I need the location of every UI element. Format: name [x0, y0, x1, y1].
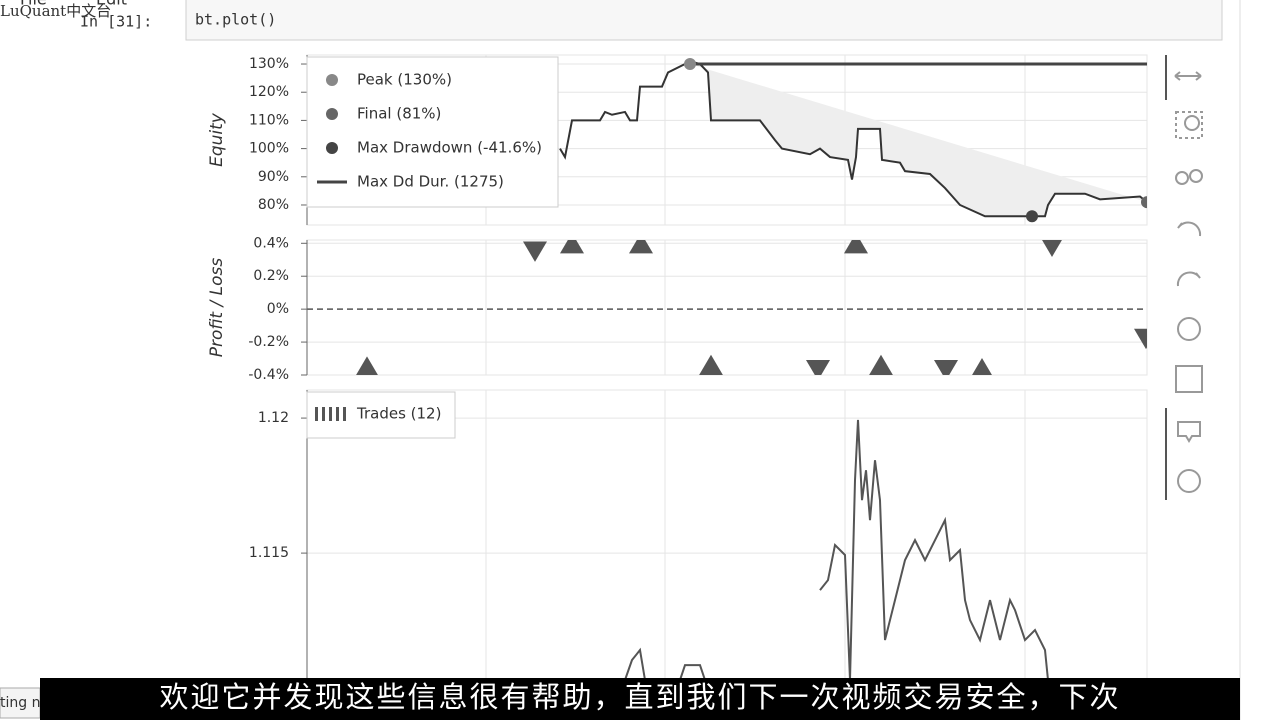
y-tick-label: 100% [249, 141, 289, 157]
charts: 80% 90% 100% 110% 120% 130% Equity Peak (130%) F… [207, 54, 1148, 701]
marker-point [1141, 196, 1147, 209]
menu-item[interactable]: File [20, 0, 47, 9]
trade-marker [1042, 240, 1062, 257]
legend-label: Final (81%) [357, 105, 441, 123]
marker-point [684, 58, 696, 71]
plot-area [306, 239, 1148, 376]
pan-tool[interactable] [1174, 71, 1202, 81]
save-tool[interactable] [1175, 365, 1203, 393]
legend-box [306, 56, 559, 208]
trade-marker [869, 354, 893, 375]
y-axis-label: Equity [207, 112, 227, 167]
series-line [624, 419, 1049, 681]
plot-body [559, 58, 1147, 223]
side-tab [0, 687, 41, 719]
undo-tool[interactable] [1177, 221, 1202, 237]
y-tick-label: 0% [267, 301, 289, 317]
legend-label: Max Drawdown (-41.6%) [357, 139, 542, 157]
trade-marker [523, 241, 547, 262]
side-text: ting n [0, 695, 40, 711]
y-tick-label: -0.2% [248, 334, 289, 350]
y-tick-label: 120% [249, 84, 289, 100]
legend-label: Peak (130%) [357, 71, 452, 89]
trade-marker [806, 360, 830, 375]
y-tick-label: 80% [258, 197, 289, 213]
y-tick-label: 110% [249, 112, 289, 128]
trade-marker [934, 360, 958, 375]
legend-swatch [326, 142, 338, 154]
menu-item[interactable]: Edit [96, 0, 127, 9]
watermark: LuQuant中文台 [0, 2, 111, 20]
y-tick-label: 1.115 [249, 545, 289, 561]
trade-marker [844, 240, 868, 254]
y-tick-label: -0.4% [248, 367, 289, 383]
trade-marker [629, 240, 653, 254]
box-zoom-tool[interactable] [1175, 111, 1203, 139]
legend: Peak (130%) Final (81%) Max Drawdown (-41.… [306, 56, 559, 208]
legend-swatch [326, 108, 338, 120]
legend-label: Max Dd Dur. (1275) [357, 173, 504, 191]
trade-marker [699, 354, 723, 375]
plot-area [306, 389, 1148, 701]
reset-tool[interactable] [1177, 317, 1201, 341]
subtitle: 欢迎它并发现这些信息很有帮助，直到我们下一次视频交易安全，下次 [159, 680, 1120, 714]
legend-label: Trades (12) [356, 405, 441, 423]
toolbar [1165, 55, 1203, 500]
y-tick-label: 1.12 [258, 410, 289, 426]
panel: 1.115 1.12 Trades (12) [249, 389, 1148, 701]
cell-prompt: In [31]: [80, 13, 152, 31]
plot-body [624, 419, 1049, 681]
trade-marker [356, 356, 378, 375]
marker-point [1026, 210, 1038, 223]
panel: 80% 90% 100% 110% 120% 130% Equity Peak (130%) F… [207, 54, 1148, 226]
wheel-zoom-tool[interactable] [1175, 171, 1189, 185]
y-tick-label: 90% [258, 169, 289, 185]
hover-tool[interactable] [1177, 421, 1201, 443]
cell-code[interactable]: bt.plot() [195, 11, 276, 29]
trade-marker [1134, 328, 1147, 350]
plot-body [356, 240, 1147, 375]
subtitle-bar [40, 678, 1240, 720]
wheel-zoom-lens [1189, 169, 1203, 183]
y-tick-label: 0.2% [253, 268, 289, 284]
trade-marker [560, 240, 584, 254]
legend: Trades (12) [306, 391, 456, 439]
y-axis-label: Profit / Loss [207, 258, 227, 358]
y-tick-label: 130% [249, 56, 289, 72]
redo-tool[interactable] [1176, 271, 1201, 287]
crosshair-tool[interactable] [1177, 469, 1201, 493]
series-line [559, 60, 1147, 218]
cell-input[interactable] [185, 0, 1223, 41]
box-zoom-lens [1184, 115, 1200, 131]
drawdown-area [690, 61, 1147, 217]
trade-marker [972, 358, 992, 375]
legend-swatch [326, 74, 338, 86]
y-tick-label: 0.4% [253, 235, 289, 251]
panel: -0.4% -0.2% 0% 0.2% 0.4% Profit / Loss [207, 235, 1148, 383]
